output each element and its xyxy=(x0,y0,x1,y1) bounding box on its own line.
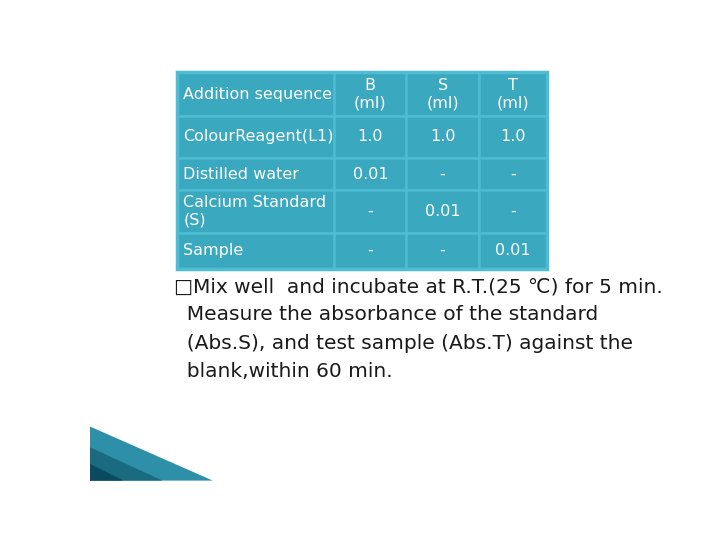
Bar xyxy=(479,233,547,269)
Bar xyxy=(407,116,479,158)
Text: B
(ml): B (ml) xyxy=(354,78,387,110)
Bar xyxy=(334,190,407,233)
Text: Calcium Standard
(S): Calcium Standard (S) xyxy=(184,195,327,228)
Polygon shape xyxy=(90,464,124,481)
Text: 1.0: 1.0 xyxy=(358,129,383,144)
Text: 0.01: 0.01 xyxy=(425,204,460,219)
Bar xyxy=(177,190,334,233)
Bar xyxy=(407,72,479,116)
Text: -: - xyxy=(367,204,373,219)
Bar xyxy=(334,233,407,269)
Text: Measure the absorbance of the standard: Measure the absorbance of the standard xyxy=(174,306,598,325)
Text: Addition sequence: Addition sequence xyxy=(184,86,333,102)
Text: 1.0: 1.0 xyxy=(500,129,526,144)
Polygon shape xyxy=(90,427,213,481)
Text: ColourReagent(L1): ColourReagent(L1) xyxy=(184,129,334,144)
Text: -: - xyxy=(440,167,446,181)
Text: blank,within 60 min.: blank,within 60 min. xyxy=(174,362,392,381)
Bar xyxy=(177,116,334,158)
Text: 1.0: 1.0 xyxy=(430,129,455,144)
Text: 0.01: 0.01 xyxy=(353,167,388,181)
Bar xyxy=(177,233,334,269)
Text: -: - xyxy=(440,243,446,258)
Bar xyxy=(407,233,479,269)
Polygon shape xyxy=(90,447,163,481)
Bar xyxy=(479,190,547,233)
Bar xyxy=(334,116,407,158)
Bar xyxy=(177,158,334,190)
Text: 0.01: 0.01 xyxy=(495,243,531,258)
Bar xyxy=(407,190,479,233)
Bar xyxy=(177,72,547,269)
Text: (Abs.S), and test sample (Abs.T) against the: (Abs.S), and test sample (Abs.T) against… xyxy=(174,334,633,353)
Bar xyxy=(334,72,407,116)
Text: S
(ml): S (ml) xyxy=(426,78,459,110)
Text: Distilled water: Distilled water xyxy=(184,167,300,181)
Text: Sample: Sample xyxy=(184,243,244,258)
Text: -: - xyxy=(510,204,516,219)
Text: □Mix well  and incubate at R.T.(25 ℃) for 5 min.: □Mix well and incubate at R.T.(25 ℃) for… xyxy=(174,277,662,296)
Bar xyxy=(479,72,547,116)
Bar xyxy=(407,158,479,190)
Text: T
(ml): T (ml) xyxy=(497,78,529,110)
Bar xyxy=(334,158,407,190)
Bar xyxy=(479,116,547,158)
Bar xyxy=(479,158,547,190)
Text: -: - xyxy=(510,167,516,181)
Bar xyxy=(177,72,334,116)
Text: -: - xyxy=(367,243,373,258)
